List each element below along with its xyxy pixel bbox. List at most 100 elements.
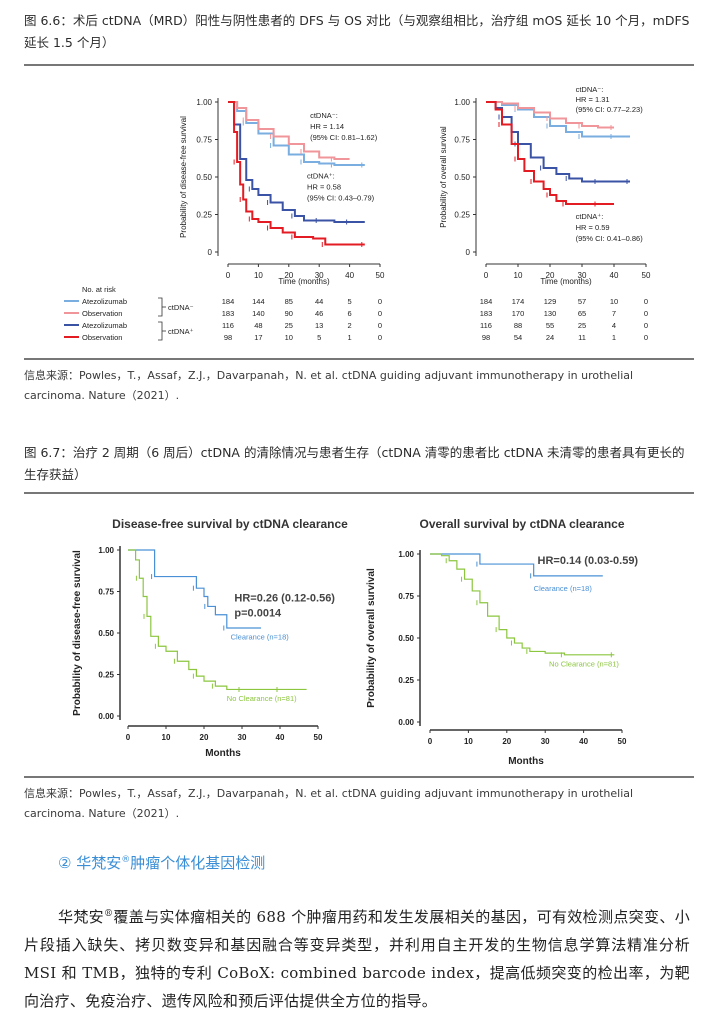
hr-annotation: ctDNA⁻: (310, 111, 338, 120)
risk-count: 174 (512, 297, 525, 306)
caption-divider (24, 64, 694, 66)
risk-count: 184 (480, 297, 493, 306)
risk-count: 0 (378, 297, 382, 306)
hr-annotation: ctDNA⁺: (307, 172, 335, 181)
y-axis-label: Probability of overall survival (439, 126, 448, 228)
risk-count: 54 (514, 333, 522, 342)
risk-count: 0 (644, 297, 648, 306)
x-tick-label: 30 (578, 271, 587, 280)
km-curve-2 (228, 101, 350, 160)
risk-count: 116 (222, 321, 234, 330)
risk-count: 1 (348, 333, 352, 342)
hr-annotation: (95% CI: 0.77–2.23) (576, 105, 644, 114)
x-tick-label: 50 (618, 737, 627, 746)
km-curve-2 (430, 553, 615, 656)
km-curve-4 (228, 101, 365, 246)
x-tick-label: 30 (238, 733, 247, 742)
group-label: ctDNA⁺ (168, 327, 194, 336)
km-curve-3 (228, 101, 365, 223)
x-tick-label: 10 (162, 733, 171, 742)
km-curve-2 (128, 549, 307, 691)
risk-count: 116 (480, 321, 492, 330)
risk-count: 144 (252, 297, 265, 306)
risk-count: 2 (348, 321, 352, 330)
y-tick-label: 0.50 (398, 634, 414, 643)
figure-6-6-source: 信息来源：Powles，T.，Assaf，Z.J.，Davarpanah，N. … (24, 369, 634, 402)
risk-row-label: Atezolizumab (82, 321, 127, 330)
risk-count: 6 (348, 309, 352, 318)
x-tick-label: 10 (254, 271, 263, 280)
x-tick-label: 20 (284, 271, 293, 280)
risk-count: 0 (378, 321, 382, 330)
x-tick-label: 30 (315, 271, 324, 280)
group-label: ctDNA⁻ (168, 303, 194, 312)
y-tick-label: 0.50 (196, 173, 212, 182)
figure-6-7-source: 信息来源：Powles，T.，Assaf，Z.J.，Davarpanah，N. … (24, 787, 634, 820)
x-axis-label: Months (508, 756, 544, 767)
x-tick-label: 40 (579, 737, 588, 746)
km-curve-4 (486, 101, 614, 205)
y-tick-label: 1.00 (196, 98, 212, 107)
risk-count: 48 (254, 321, 262, 330)
risk-count: 0 (644, 309, 648, 318)
hr-annotation: p=0.0014 (234, 607, 282, 619)
y-tick-label: 0.75 (196, 136, 212, 145)
risk-count: 129 (544, 297, 557, 306)
x-tick-label: 0 (428, 737, 433, 746)
hr-annotation: (95% CI: 0.43–0.79) (307, 194, 375, 203)
figure-divider (24, 358, 694, 360)
km-curve-1 (486, 101, 630, 138)
x-tick-label: 10 (464, 737, 473, 746)
x-tick-label: 30 (541, 737, 550, 746)
x-axis-label: Time (months) (540, 277, 592, 286)
hr-annotation: ctDNA⁺: (576, 212, 604, 221)
risk-count: 5 (348, 297, 352, 306)
risk-count: 55 (546, 321, 554, 330)
y-tick-label: 0.75 (398, 592, 414, 601)
caption-divider (24, 492, 694, 494)
chart-title: Disease-free survival by ctDNA clearance (112, 517, 348, 531)
group-bracket (158, 321, 163, 341)
x-tick-label: 20 (200, 733, 209, 742)
hr-annotation: HR=0.14 (0.03-0.59) (538, 555, 639, 567)
x-tick-label: 20 (502, 737, 511, 746)
y-tick-label: 0.75 (454, 136, 470, 145)
risk-count: 183 (480, 309, 493, 318)
risk-count: 17 (254, 333, 262, 342)
y-tick-label: 1.00 (98, 546, 114, 555)
y-tick-label: 1.00 (454, 98, 470, 107)
risk-count: 98 (482, 333, 490, 342)
risk-count: 44 (315, 297, 323, 306)
hr-annotation: (95% CI: 0.81–1.62) (310, 133, 378, 142)
risk-count: 4 (612, 321, 616, 330)
risk-count: 24 (546, 333, 554, 342)
x-axis-label: Time (months) (278, 277, 330, 286)
x-tick-label: 40 (276, 733, 285, 742)
x-tick-label: 0 (126, 733, 131, 742)
risk-count: 65 (578, 309, 586, 318)
risk-count: 13 (315, 321, 323, 330)
km-curve-2 (486, 101, 614, 129)
x-tick-label: 40 (610, 271, 619, 280)
series-label: No Clearance (n=81) (227, 694, 297, 703)
y-tick-label: 0 (208, 248, 213, 257)
risk-count: 183 (222, 309, 235, 318)
hr-annotation: (95% CI: 0.41–0.86) (576, 234, 644, 243)
y-tick-label: 0.25 (398, 676, 414, 685)
risk-count: 25 (578, 321, 586, 330)
group-bracket (158, 297, 163, 317)
dfs-clearance-chart: 0.00 0.25 0.50 0.75 1.00 0 10 20 30 40 50 Months Pro… (72, 517, 348, 759)
risk-count: 85 (285, 297, 293, 306)
y-tick-label: 0.00 (98, 712, 114, 721)
risk-count: 0 (644, 333, 648, 342)
risk-count: 57 (578, 297, 586, 306)
risk-count: 11 (578, 333, 586, 342)
km-curve-1 (430, 553, 603, 577)
hr-annotation: ctDNA⁻: (576, 85, 604, 94)
hr-annotation: HR = 1.31 (576, 95, 610, 104)
risk-row-label: Observation (82, 333, 122, 342)
risk-count: 7 (612, 309, 616, 318)
section-heading: ② 华梵安®肿瘤个体化基因检测 (58, 854, 266, 872)
